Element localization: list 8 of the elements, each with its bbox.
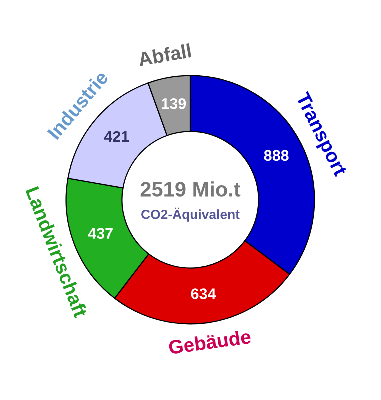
data-label: 888 [264,150,289,162]
slice-label: Gebäude [168,329,252,355]
text: 2519 Mio.t [140,182,241,197]
data-label: 437 [88,228,113,240]
data-label: 139 [162,98,186,110]
data-label: 634 [191,288,216,300]
slice-label: Abfall [138,44,192,67]
text: CO2-Äquivalent [142,208,240,222]
